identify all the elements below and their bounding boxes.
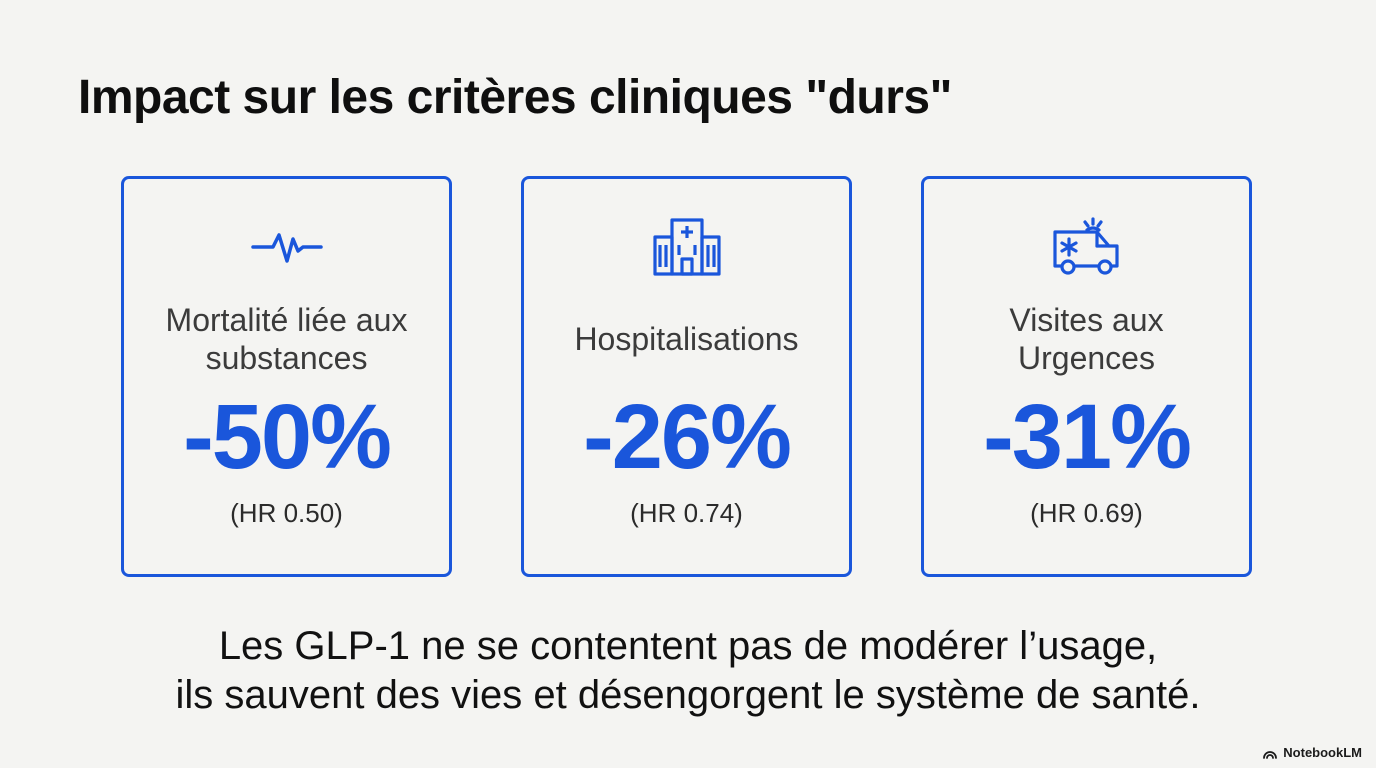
hospital-icon xyxy=(647,215,727,279)
page-title: Impact sur les critères cliniques "durs" xyxy=(78,71,952,124)
stat-label: Mortalité liée aux substances xyxy=(165,302,408,376)
ambulance-icon xyxy=(1047,215,1127,279)
stat-label: Visites aux Urgences xyxy=(1009,302,1164,376)
heartbeat-icon xyxy=(247,215,327,279)
stat-value: -26% xyxy=(583,386,792,488)
stat-label: Hospitalisations xyxy=(574,321,799,357)
brand-label: NotebookLM xyxy=(1283,745,1362,760)
stat-value: -50% xyxy=(183,386,392,488)
conclusion-text: Les GLP-1 ne se contentent pas de modére… xyxy=(0,622,1376,720)
conclusion-line-2: ils sauvent des vies et désengorgent le … xyxy=(175,673,1201,717)
stat-card-emergency-visits: Visites aux Urgences -31% (HR 0.69) xyxy=(921,176,1252,577)
stat-hazard-ratio: (HR 0.69) xyxy=(1030,498,1143,528)
brand-badge: NotebookLM xyxy=(1262,745,1362,760)
conclusion-line-1: Les GLP-1 ne se contentent pas de modére… xyxy=(218,624,1158,668)
stat-value: -31% xyxy=(983,386,1192,488)
notebooklm-logo-icon xyxy=(1263,750,1278,759)
stat-hazard-ratio: (HR 0.74) xyxy=(630,498,743,528)
stat-card-mortality: Mortalité liée aux substances -50% (HR 0… xyxy=(121,176,452,577)
stat-card-hospitalisations: Hospitalisations -26% (HR 0.74) xyxy=(521,176,852,577)
stat-hazard-ratio: (HR 0.50) xyxy=(230,498,343,528)
